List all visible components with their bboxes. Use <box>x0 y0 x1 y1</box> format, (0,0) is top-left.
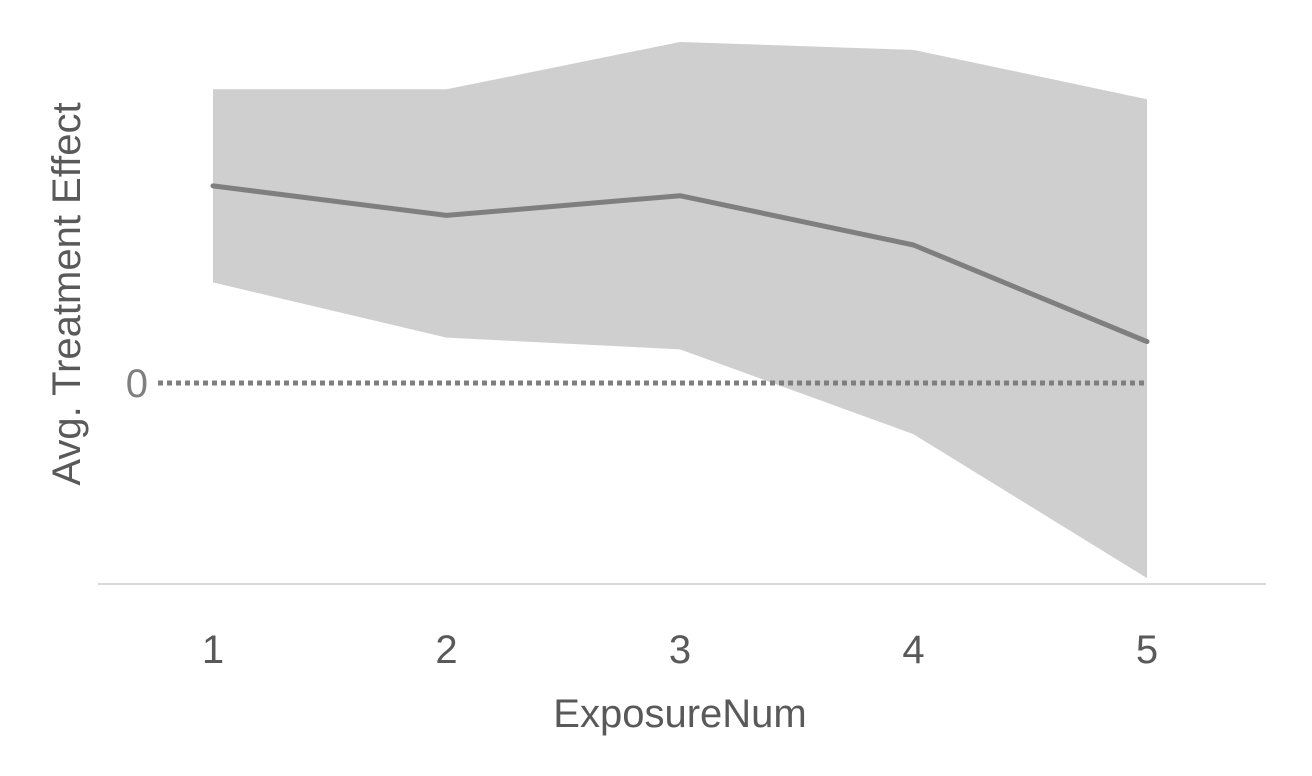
y-tick-label: 0 <box>126 362 148 406</box>
x-tick-label: 4 <box>902 628 924 672</box>
confidence-band <box>213 42 1147 579</box>
x-tick-label: 2 <box>435 628 457 672</box>
x-tick-label: 1 <box>202 628 224 672</box>
x-axis-title: ExposureNum <box>553 692 806 736</box>
y-axis-title: Avg. Treatment Effect <box>45 102 89 485</box>
plot-area <box>98 42 1266 585</box>
y-axis-tick-labels: 0 <box>126 362 148 406</box>
series-line-avg-treatment-effect <box>210 183 1150 345</box>
x-axis-tick-labels: 1 2 3 4 5 <box>202 628 1158 672</box>
x-tick-label: 3 <box>669 628 691 672</box>
x-tick-label: 5 <box>1136 628 1158 672</box>
